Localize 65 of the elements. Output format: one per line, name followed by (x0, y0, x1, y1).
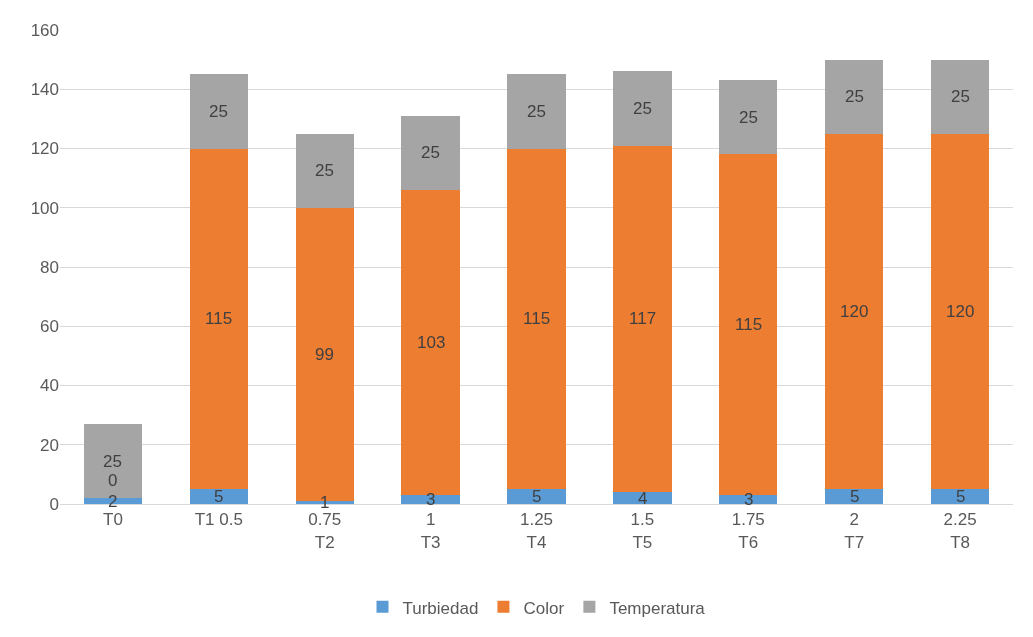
bar (613, 145, 672, 493)
data-label: 120 (946, 302, 975, 321)
x-tick-label: 1.75 T6 (731, 510, 765, 552)
data-label: 115 (523, 309, 551, 328)
data-label: 5 (532, 487, 542, 506)
bar (613, 492, 672, 504)
data-label: 115 (735, 315, 763, 334)
legend-label: Color (523, 598, 565, 618)
y-tick-label: 20 (40, 435, 59, 455)
bar (613, 71, 672, 146)
data-label: 4 (638, 489, 648, 508)
y-tick-label: 80 (40, 257, 59, 277)
data-label: 25 (315, 161, 334, 180)
bar (825, 133, 884, 490)
y-tick-label: 100 (30, 198, 59, 218)
data-label: 25 (527, 102, 546, 121)
x-tick-label: 0.75 T2 (308, 510, 342, 552)
data-label: 25 (845, 87, 864, 106)
x-tick-label: 2.25 T8 (943, 510, 977, 552)
legend-label: Temperatura (609, 598, 706, 618)
y-tick-label: 160 (30, 20, 59, 40)
legend-label: Turbiedad (402, 598, 479, 618)
bar (189, 74, 248, 149)
data-label: 117 (629, 309, 657, 328)
bar (719, 80, 778, 155)
data-label: 25 (209, 102, 228, 121)
data-label: 5 (214, 487, 224, 506)
y-tick-label: 120 (30, 139, 59, 159)
data-label: 25 (951, 87, 970, 106)
data-label: 25 (633, 99, 652, 118)
data-label: 0 (108, 471, 118, 490)
bar (930, 489, 990, 504)
bar (825, 59, 884, 134)
x-tick-label: 1 T3 (420, 510, 441, 552)
x-tick-label: T0 (103, 510, 123, 530)
bar (507, 148, 566, 490)
x-tick-label: T1 0.5 (194, 510, 243, 530)
bar (825, 489, 884, 504)
data-label: 115 (205, 309, 233, 328)
y-tick-label: 40 (40, 376, 59, 396)
bar (507, 74, 566, 149)
x-tick-label: 1.5 T5 (630, 510, 655, 552)
data-label: 5 (956, 487, 966, 506)
data-label: 99 (315, 345, 334, 364)
bar (295, 133, 354, 208)
bar (507, 489, 566, 504)
y-tick-label: 60 (40, 317, 59, 337)
x-tick-label: 1.25 T4 (519, 510, 554, 552)
bar (189, 489, 248, 504)
y-tick-label: 0 (49, 494, 59, 514)
data-label: 25 (739, 108, 758, 127)
bar (719, 495, 778, 504)
bar (930, 59, 990, 134)
data-label: 25 (421, 143, 440, 162)
data-label: 1 (320, 493, 330, 512)
bar (401, 115, 460, 190)
bar (930, 133, 990, 490)
bar (401, 495, 460, 504)
data-label: 25 (103, 452, 122, 471)
x-tick-label: 2 T7 (844, 510, 865, 552)
y-tick-label: 140 (30, 80, 59, 100)
data-label: 103 (417, 333, 446, 352)
bar (189, 148, 248, 490)
data-label: 5 (850, 487, 860, 506)
data-label: 120 (840, 302, 869, 321)
